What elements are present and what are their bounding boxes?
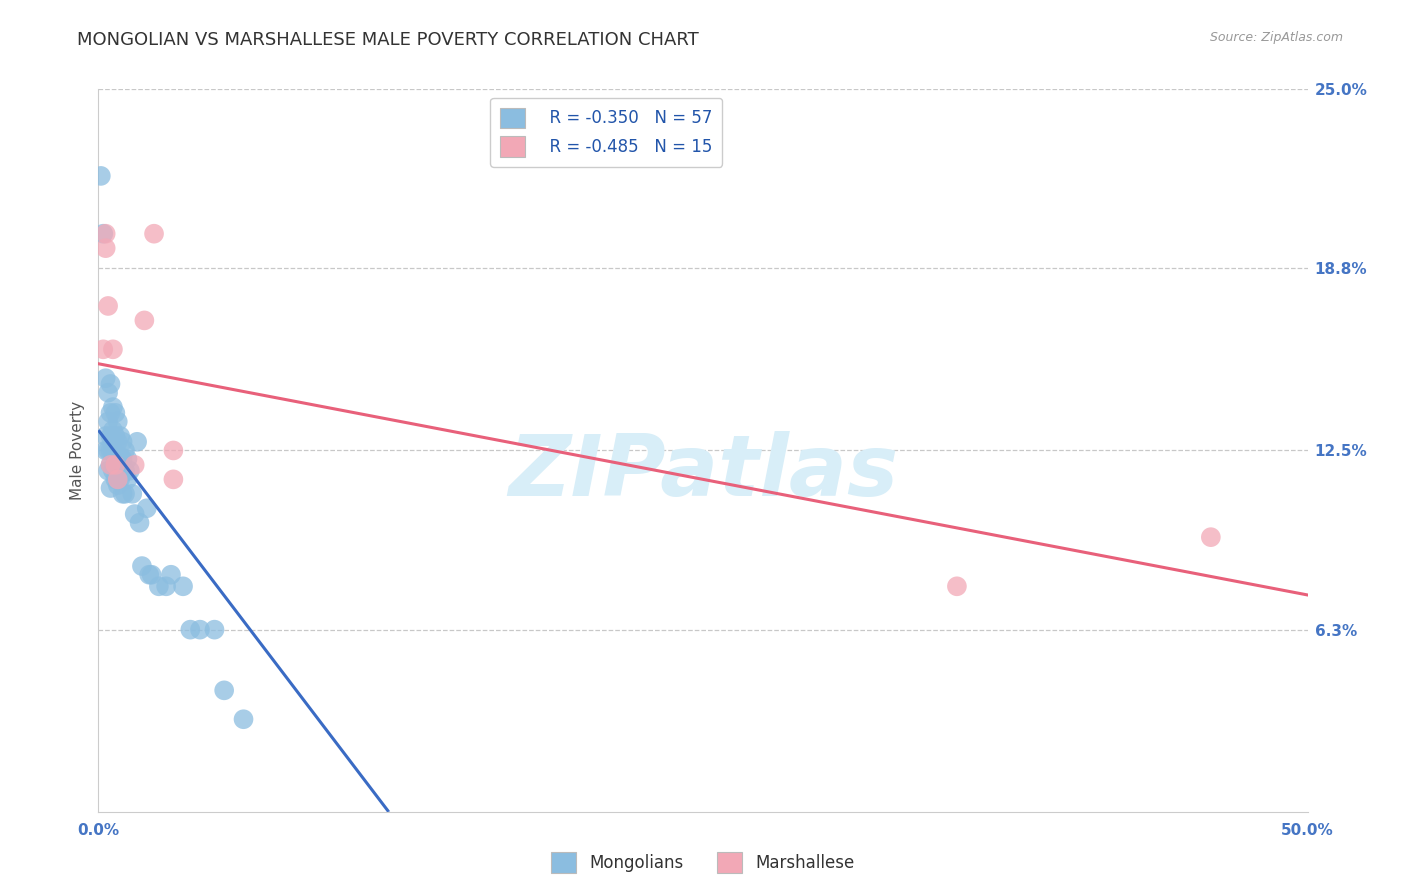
Point: [107, 434, 129, 449]
Point: [111, 467, 134, 481]
Point: [111, 452, 134, 467]
Text: MONGOLIAN VS MARSHALLESE MALE POVERTY CORRELATION CHART: MONGOLIAN VS MARSHALLESE MALE POVERTY CO…: [77, 31, 699, 49]
Point: [97, 464, 120, 478]
Point: [114, 464, 136, 478]
Point: [143, 227, 166, 241]
Point: [97, 415, 120, 429]
Point: [128, 516, 150, 530]
Point: [155, 579, 177, 593]
Point: [162, 443, 184, 458]
Point: [111, 434, 134, 449]
Point: [212, 683, 235, 698]
Point: [108, 449, 131, 463]
Legend: Mongolians, Marshallese: Mongolians, Marshallese: [544, 846, 862, 880]
Point: [94, 241, 117, 255]
Point: [104, 458, 127, 472]
Y-axis label: Male Poverty: Male Poverty: [70, 401, 86, 500]
Point: [134, 313, 156, 327]
Point: [114, 443, 136, 458]
Point: [108, 472, 131, 486]
Point: [91, 343, 114, 357]
Point: [107, 415, 129, 429]
Point: [101, 343, 124, 357]
Point: [160, 567, 183, 582]
Point: [114, 487, 136, 501]
Point: [107, 458, 129, 472]
Point: [91, 227, 114, 241]
Point: [127, 434, 149, 449]
Point: [97, 443, 120, 458]
Point: [232, 712, 254, 726]
Point: [188, 623, 211, 637]
Point: [179, 623, 201, 637]
Point: [148, 579, 170, 593]
Point: [100, 376, 122, 391]
Point: [104, 406, 127, 420]
Point: [131, 559, 153, 574]
Point: [101, 423, 124, 437]
Point: [141, 567, 163, 582]
Point: [124, 507, 146, 521]
Point: [94, 371, 117, 385]
Point: [100, 458, 122, 472]
Point: [104, 449, 127, 463]
Point: [108, 429, 131, 443]
Legend:   R = -0.350   N = 57,   R = -0.485   N = 15: R = -0.350 N = 57, R = -0.485 N = 15: [491, 97, 723, 167]
Point: [101, 464, 124, 478]
Point: [111, 487, 134, 501]
Point: [100, 406, 122, 420]
Point: [138, 567, 160, 582]
Point: [94, 227, 117, 241]
Point: [121, 487, 143, 501]
Text: Source: ZipAtlas.com: Source: ZipAtlas.com: [1209, 31, 1343, 45]
Point: [101, 443, 124, 458]
Point: [104, 429, 127, 443]
Point: [118, 464, 141, 478]
Point: [94, 443, 117, 458]
Point: [97, 385, 120, 400]
Point: [101, 400, 124, 414]
Point: [100, 443, 122, 458]
Point: [172, 579, 194, 593]
Point: [97, 299, 120, 313]
Point: [107, 478, 129, 492]
Point: [1199, 530, 1222, 544]
Point: [946, 579, 969, 593]
Point: [117, 452, 139, 467]
Point: [162, 472, 184, 486]
Point: [117, 472, 139, 486]
Point: [100, 429, 122, 443]
Point: [100, 481, 122, 495]
Point: [135, 501, 157, 516]
Point: [124, 458, 146, 472]
Point: [104, 472, 127, 486]
Point: [100, 458, 122, 472]
Point: [107, 472, 129, 486]
Text: ZIPatlas: ZIPatlas: [508, 431, 898, 514]
Point: [94, 429, 117, 443]
Point: [204, 623, 226, 637]
Point: [90, 169, 112, 183]
